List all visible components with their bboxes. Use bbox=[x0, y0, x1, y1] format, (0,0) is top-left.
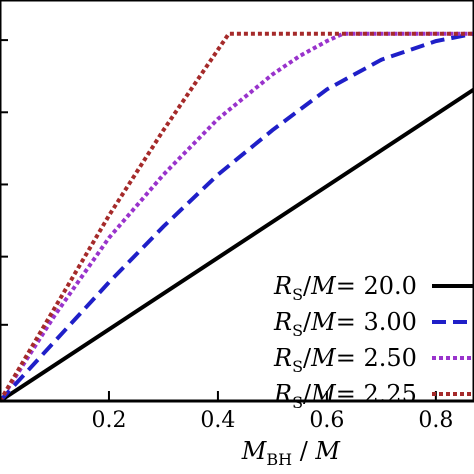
x-tick-labels: 0.2 0.4 0.6 0.8 bbox=[91, 408, 453, 433]
legend-entry-label: RS/M= 2.25 bbox=[273, 380, 417, 412]
x-tick-label: 0.8 bbox=[418, 408, 453, 433]
series-line-2 bbox=[0, 31, 474, 403]
series-lines bbox=[0, 31, 474, 403]
x-axis-label: MBH / M bbox=[241, 437, 342, 469]
legend-entry-label: RS/M= 3.00 bbox=[273, 308, 417, 340]
legend: RS/M= 20.0 RS/M= 3.00 RS/M= 2.50 RS/M= 2.25 bbox=[273, 272, 474, 412]
x-tick-label: 0.2 bbox=[91, 408, 126, 433]
legend-entry-label: RS/M= 20.0 bbox=[273, 272, 417, 304]
plot-frame bbox=[0, 0, 474, 403]
series-line-1 bbox=[0, 87, 474, 403]
legend-entry-label: RS/M= 2.50 bbox=[273, 344, 417, 376]
x-tick-label: 0.6 bbox=[309, 408, 344, 433]
x-axis-label-denominator: M bbox=[314, 437, 341, 465]
series-line-3 bbox=[0, 31, 474, 403]
x-tick-label: 0.4 bbox=[200, 408, 235, 433]
